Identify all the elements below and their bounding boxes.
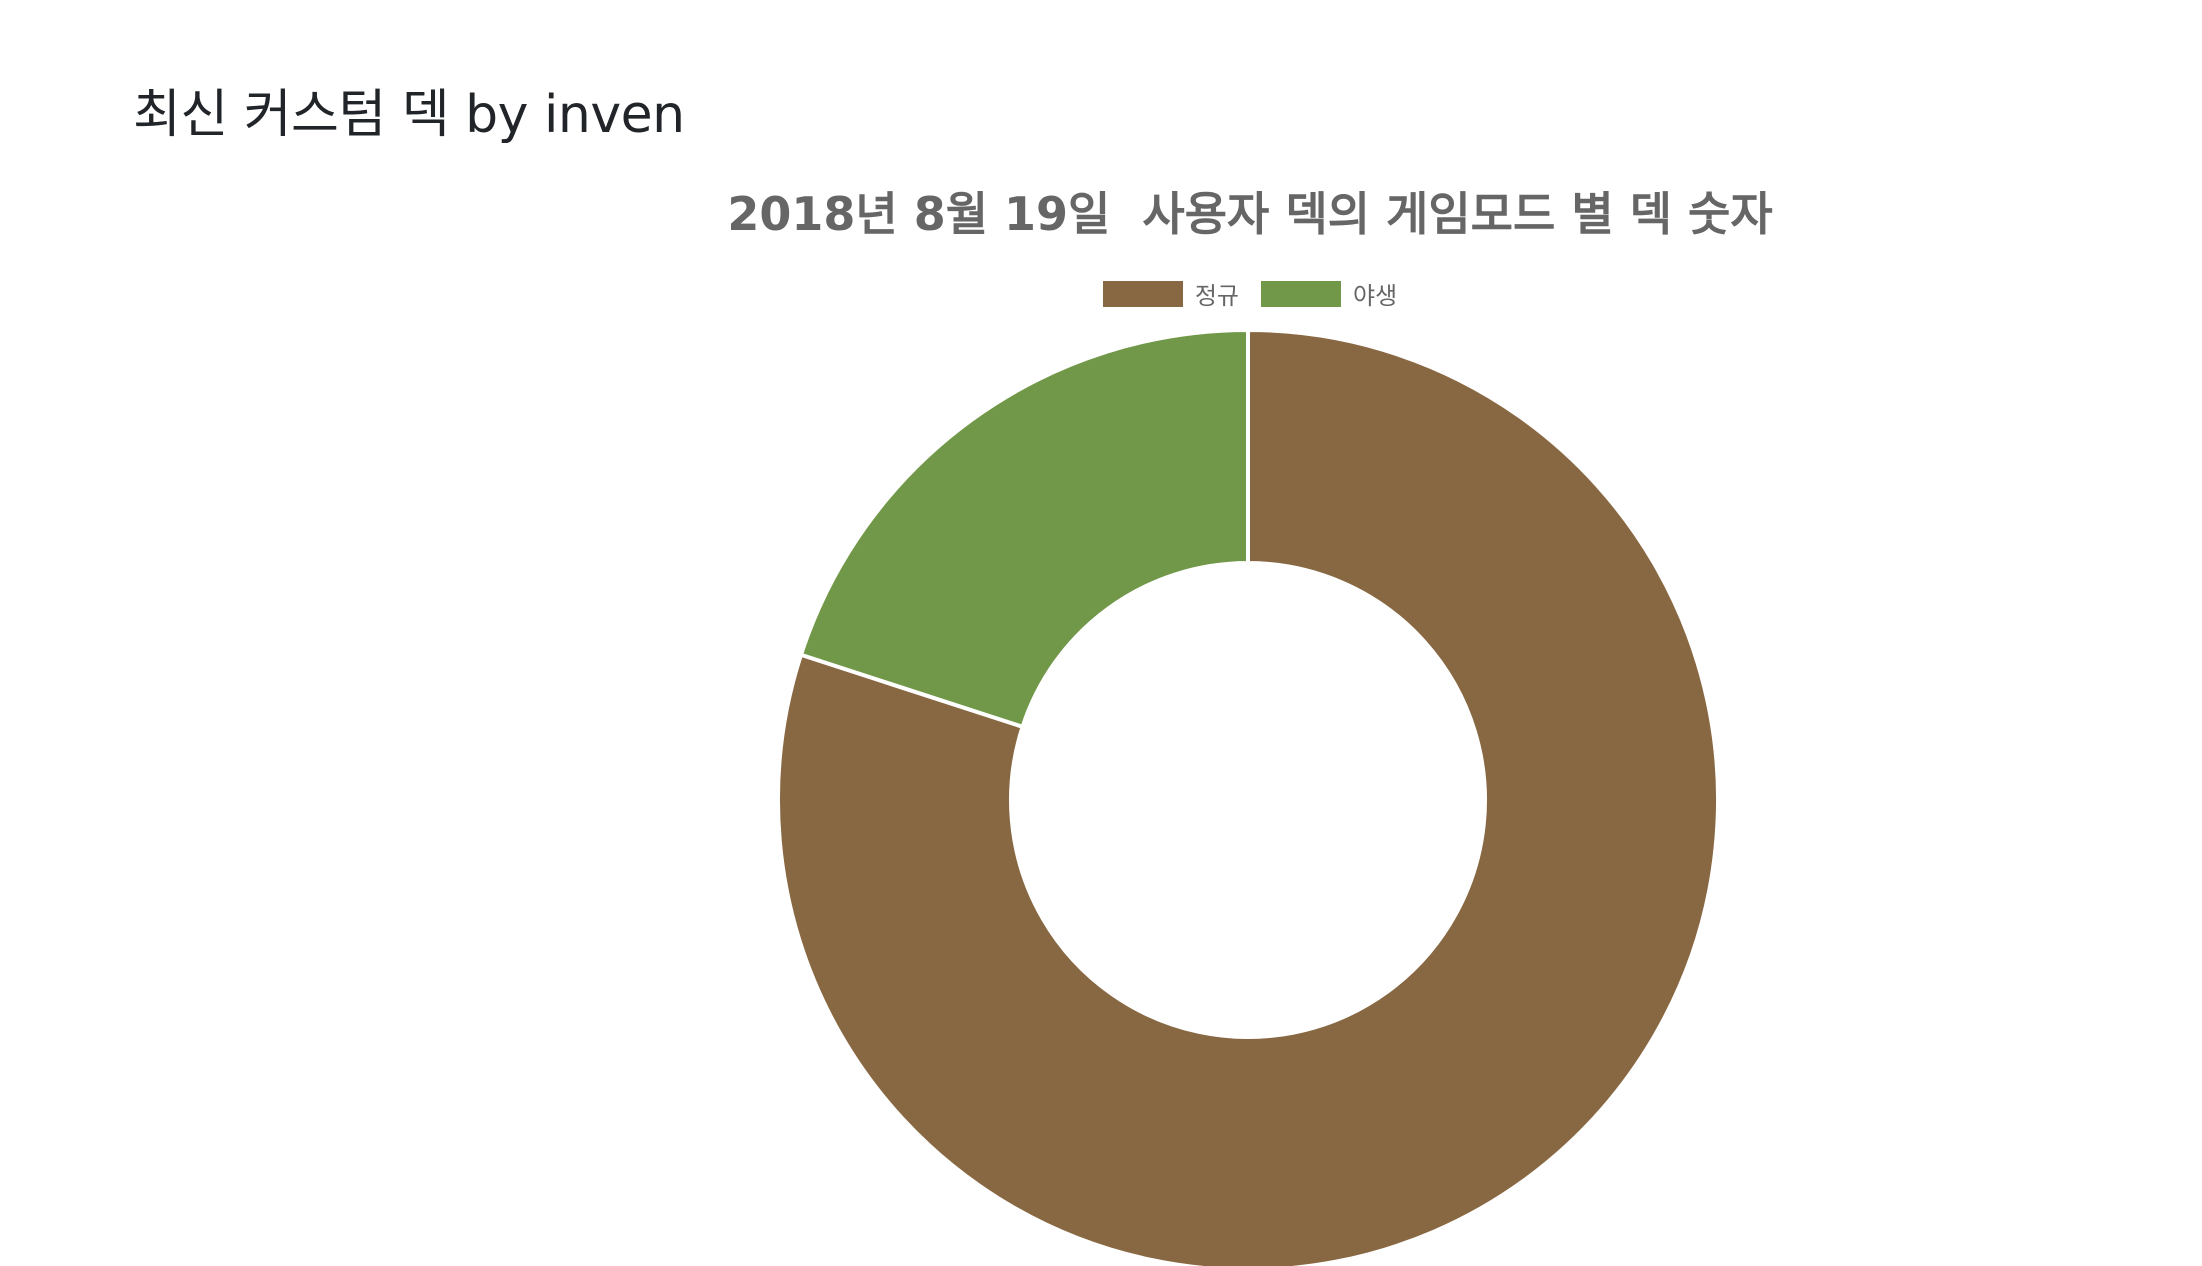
page-heading: 최신 커스텀 덱 by inven <box>133 85 685 145</box>
legend-item-regular[interactable]: 정규 <box>1102 276 1239 311</box>
chart-title: 2018년 8월 19일 사용자 덱의 게임모드 별 덱 숫자 <box>727 187 1773 241</box>
legend-swatch-wild <box>1261 280 1341 307</box>
legend-label-wild: 야생 <box>1353 282 1398 310</box>
chart-legend: 정규 야생 <box>0 276 2202 311</box>
legend-label-regular: 정규 <box>1194 282 1239 310</box>
legend-item-wild[interactable]: 야생 <box>1261 276 1397 311</box>
legend-swatch-regular <box>1102 280 1183 307</box>
donut-slice-regular[interactable] <box>776 327 1720 1266</box>
donut-slice-wild[interactable] <box>798 327 1250 730</box>
